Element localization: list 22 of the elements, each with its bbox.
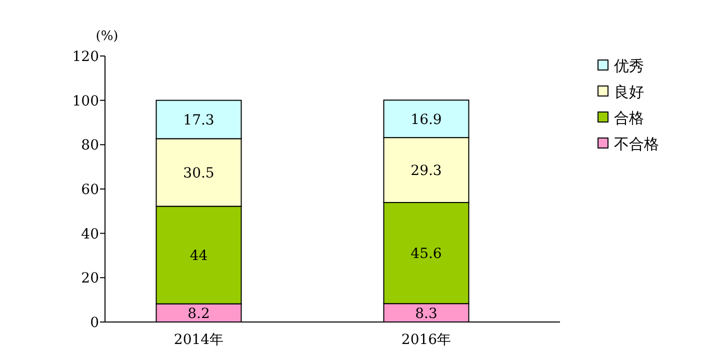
legend-label: 优秀 [614, 57, 644, 75]
y-tick-label: 60 [81, 182, 99, 198]
y-tick-label: 0 [90, 315, 99, 331]
data-label: 16.9 [410, 112, 442, 128]
y-axis-title: (%) [96, 29, 118, 44]
x-tick-label: 2016年 [401, 332, 452, 348]
legend-label: 合格 [614, 109, 644, 127]
data-label: 44 [190, 248, 208, 264]
legend-label: 不合格 [614, 135, 659, 153]
data-label: 30.5 [183, 165, 214, 182]
data-label: 8.2 [188, 306, 210, 322]
y-tick-label: 120 [72, 49, 99, 65]
data-label: 8.3 [415, 306, 438, 322]
data-label: 29.3 [410, 163, 442, 180]
y-tick-label: 80 [81, 138, 99, 154]
data-label: 45.6 [410, 246, 442, 262]
y-tick-label: 40 [81, 226, 99, 242]
x-tick-label: 2014年 [174, 332, 224, 348]
y-tick-label: 100 [72, 93, 99, 110]
y-tick-label: 20 [81, 270, 99, 287]
legend-label: 良好 [614, 83, 644, 101]
data-label: 17.3 [183, 112, 214, 129]
